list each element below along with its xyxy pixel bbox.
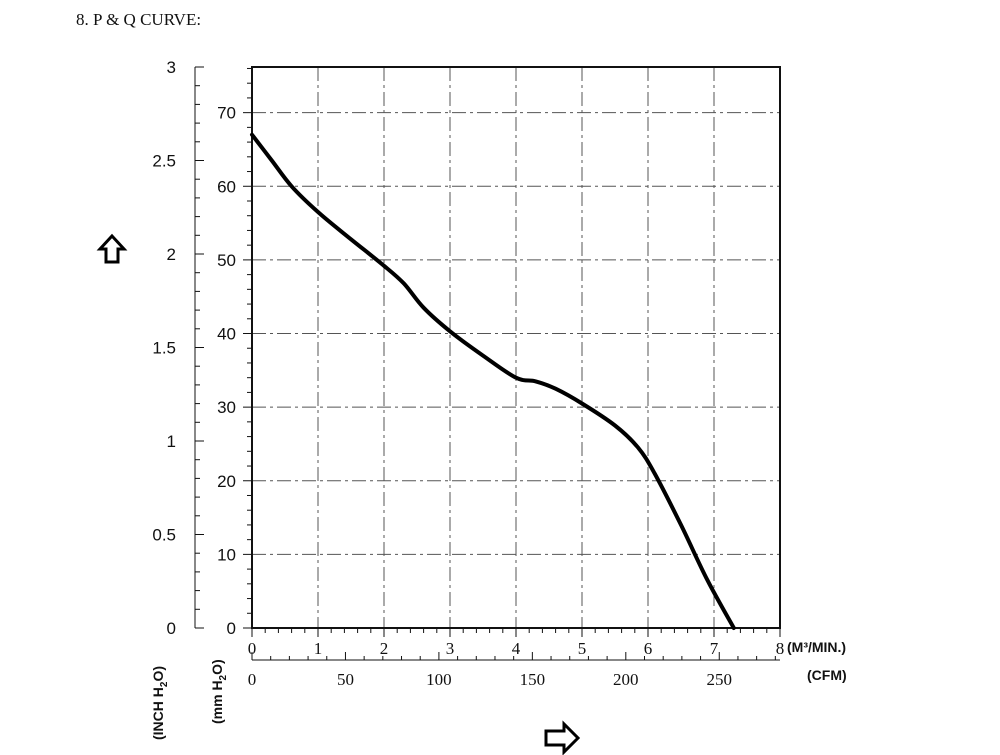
x-m3-axis-label: (M³/MIN.) [787,639,846,655]
y-inch-tick-label: 3 [167,58,176,77]
y-inch-tick-label: 2 [167,245,176,264]
x-m3-tick-label: 6 [644,639,653,658]
chart-grid [252,67,780,628]
y-mm-tick-label: 40 [217,325,236,344]
x-m3-tick-label: 2 [380,639,389,658]
y-inch-tick-label: 1.5 [152,339,176,358]
pq-curve-line [250,132,736,630]
y-mm-tick-label: 10 [217,545,236,564]
x-cfm-tick-label: 200 [613,670,639,689]
y-inch-tick-label: 0.5 [152,526,176,545]
y-inch-tick-label: 0 [167,619,176,638]
x-cfm-tick-label: 0 [248,670,257,689]
x-cfm-tick-label: 150 [520,670,546,689]
x-m3-tick-label: 3 [446,639,455,658]
x-m3-tick-label: 7 [710,639,719,658]
x-m3-tick-label: 1 [314,639,323,658]
x-m3-tick-label: 8 [776,639,785,658]
y-mm-tick-label: 30 [217,398,236,417]
y-mm-tick-label: 60 [217,177,236,196]
x-cfm-tick-label: 50 [337,670,354,689]
y-mm-axis-label: (mm H2O) [209,659,229,724]
x-cfm-tick-label: 250 [707,670,733,689]
plot-frame [251,66,781,629]
x-m3-tick-label: 5 [578,639,587,658]
y-mm-tick-label: 50 [217,251,236,270]
y-inch-axis-label: (INCH H2O) [150,666,170,740]
y-mm-tick-label: 0 [227,619,236,638]
y-inch-tick-label: 1 [167,432,176,451]
right-arrow-icon [544,720,581,755]
x-m3-tick-label: 4 [512,639,521,658]
x-cfm-axis-label: (CFM) [807,667,847,683]
y-inch-tick-label: 2.5 [152,152,176,171]
y-mm-tick-label: 70 [217,104,236,123]
section-heading: 8. P & Q CURVE: [76,10,201,29]
y-mm-tick-label: 20 [217,472,236,491]
up-arrow-icon [96,233,128,264]
x-cfm-tick-label: 100 [426,670,452,689]
x-m3-tick-label: 0 [248,639,257,658]
